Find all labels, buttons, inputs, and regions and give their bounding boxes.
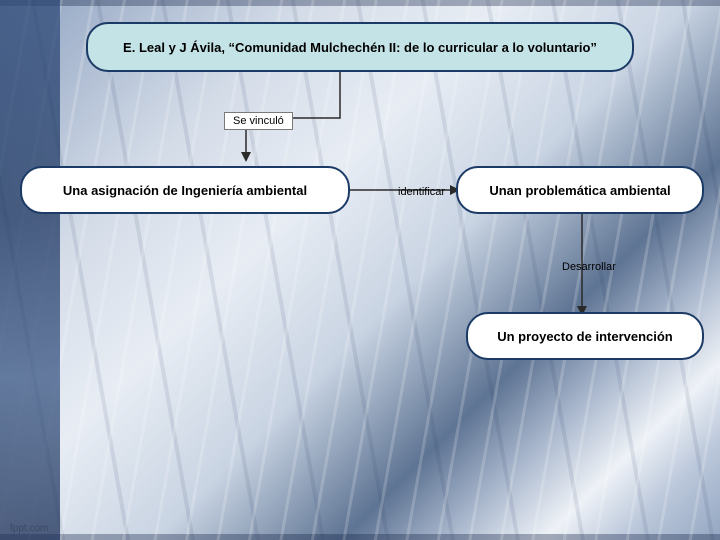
edge-label-identificar-text: identificar bbox=[398, 186, 445, 198]
edge-label-vinculo-text: Se vinculó bbox=[233, 115, 284, 127]
edge-label-desarrollar: Desarrollar bbox=[554, 259, 624, 275]
edge-label-identificar: identificar bbox=[390, 184, 453, 200]
node-asignacion: Una asignación de Ingeniería ambiental bbox=[20, 166, 350, 214]
node-problematica: Unan problemática ambiental bbox=[456, 166, 704, 214]
edge-label-desarrollar-text: Desarrollar bbox=[562, 261, 616, 273]
left-accent-band bbox=[0, 0, 60, 540]
node-proyecto: Un proyecto de intervención bbox=[466, 312, 704, 360]
node-asignacion-text: Una asignación de Ingeniería ambiental bbox=[63, 183, 307, 198]
node-title-text: E. Leal y J Ávila, “Comunidad Mulchechén… bbox=[123, 40, 597, 55]
node-problematica-text: Unan problemática ambiental bbox=[489, 183, 670, 198]
footer-credit-text: fppt.com bbox=[10, 523, 48, 534]
node-title: E. Leal y J Ávila, “Comunidad Mulchechén… bbox=[86, 22, 634, 72]
node-proyecto-text: Un proyecto de intervención bbox=[497, 329, 673, 344]
arrowhead-1 bbox=[241, 152, 251, 162]
edge-label-vinculo: Se vinculó bbox=[224, 112, 293, 130]
footer-credit: fppt.com bbox=[10, 523, 48, 534]
